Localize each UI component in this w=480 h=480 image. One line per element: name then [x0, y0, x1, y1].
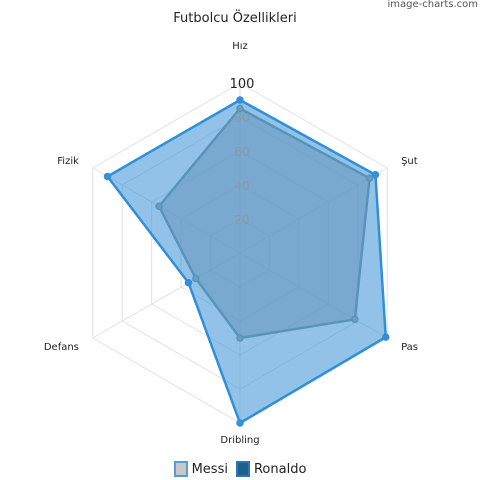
data-point-ronaldo-5 [103, 172, 112, 181]
axis-label-2: Pas [401, 342, 418, 353]
legend-swatch-ronaldo [235, 461, 250, 477]
radial-tick-labels: 20 40 60 80 100 [230, 77, 255, 227]
legend-label-ronaldo: Ronaldo [253, 461, 307, 477]
data-point-ronaldo-4 [184, 279, 193, 287]
data-point-ronaldo-0 [236, 96, 244, 104]
axis-label-4: Defans [44, 342, 79, 353]
watermark: image-charts.com [387, 0, 479, 10]
tick-label-40: 40 [234, 179, 249, 193]
legend-item-ronaldo[interactable]: Ronaldo [235, 461, 307, 477]
tick-label-80: 80 [234, 111, 249, 125]
tick-label-100: 100 [230, 77, 255, 92]
axis-label-5: Fizik [57, 156, 79, 167]
chart-title: Futbolcu Özellikleri [173, 9, 296, 26]
tick-label-20: 20 [234, 213, 249, 227]
legend-swatch-messi [173, 461, 188, 477]
legend-item-messi[interactable]: Messi [173, 461, 228, 477]
radar-series [103, 96, 390, 427]
axis-label-1: Şut [401, 156, 418, 167]
tick-label-60: 60 [234, 145, 249, 159]
axis-label-0: Hız [232, 41, 248, 52]
data-point-ronaldo-1 [371, 171, 380, 179]
axis-label-3: Dribling [220, 435, 259, 446]
data-point-ronaldo-2 [382, 333, 390, 341]
legend: Messi Ronaldo [0, 461, 480, 477]
data-point-ronaldo-3 [236, 419, 244, 427]
legend-label-messi: Messi [191, 461, 228, 477]
axis-labels: Hız Şut Pas Dribling Defans Fizik [44, 41, 418, 446]
